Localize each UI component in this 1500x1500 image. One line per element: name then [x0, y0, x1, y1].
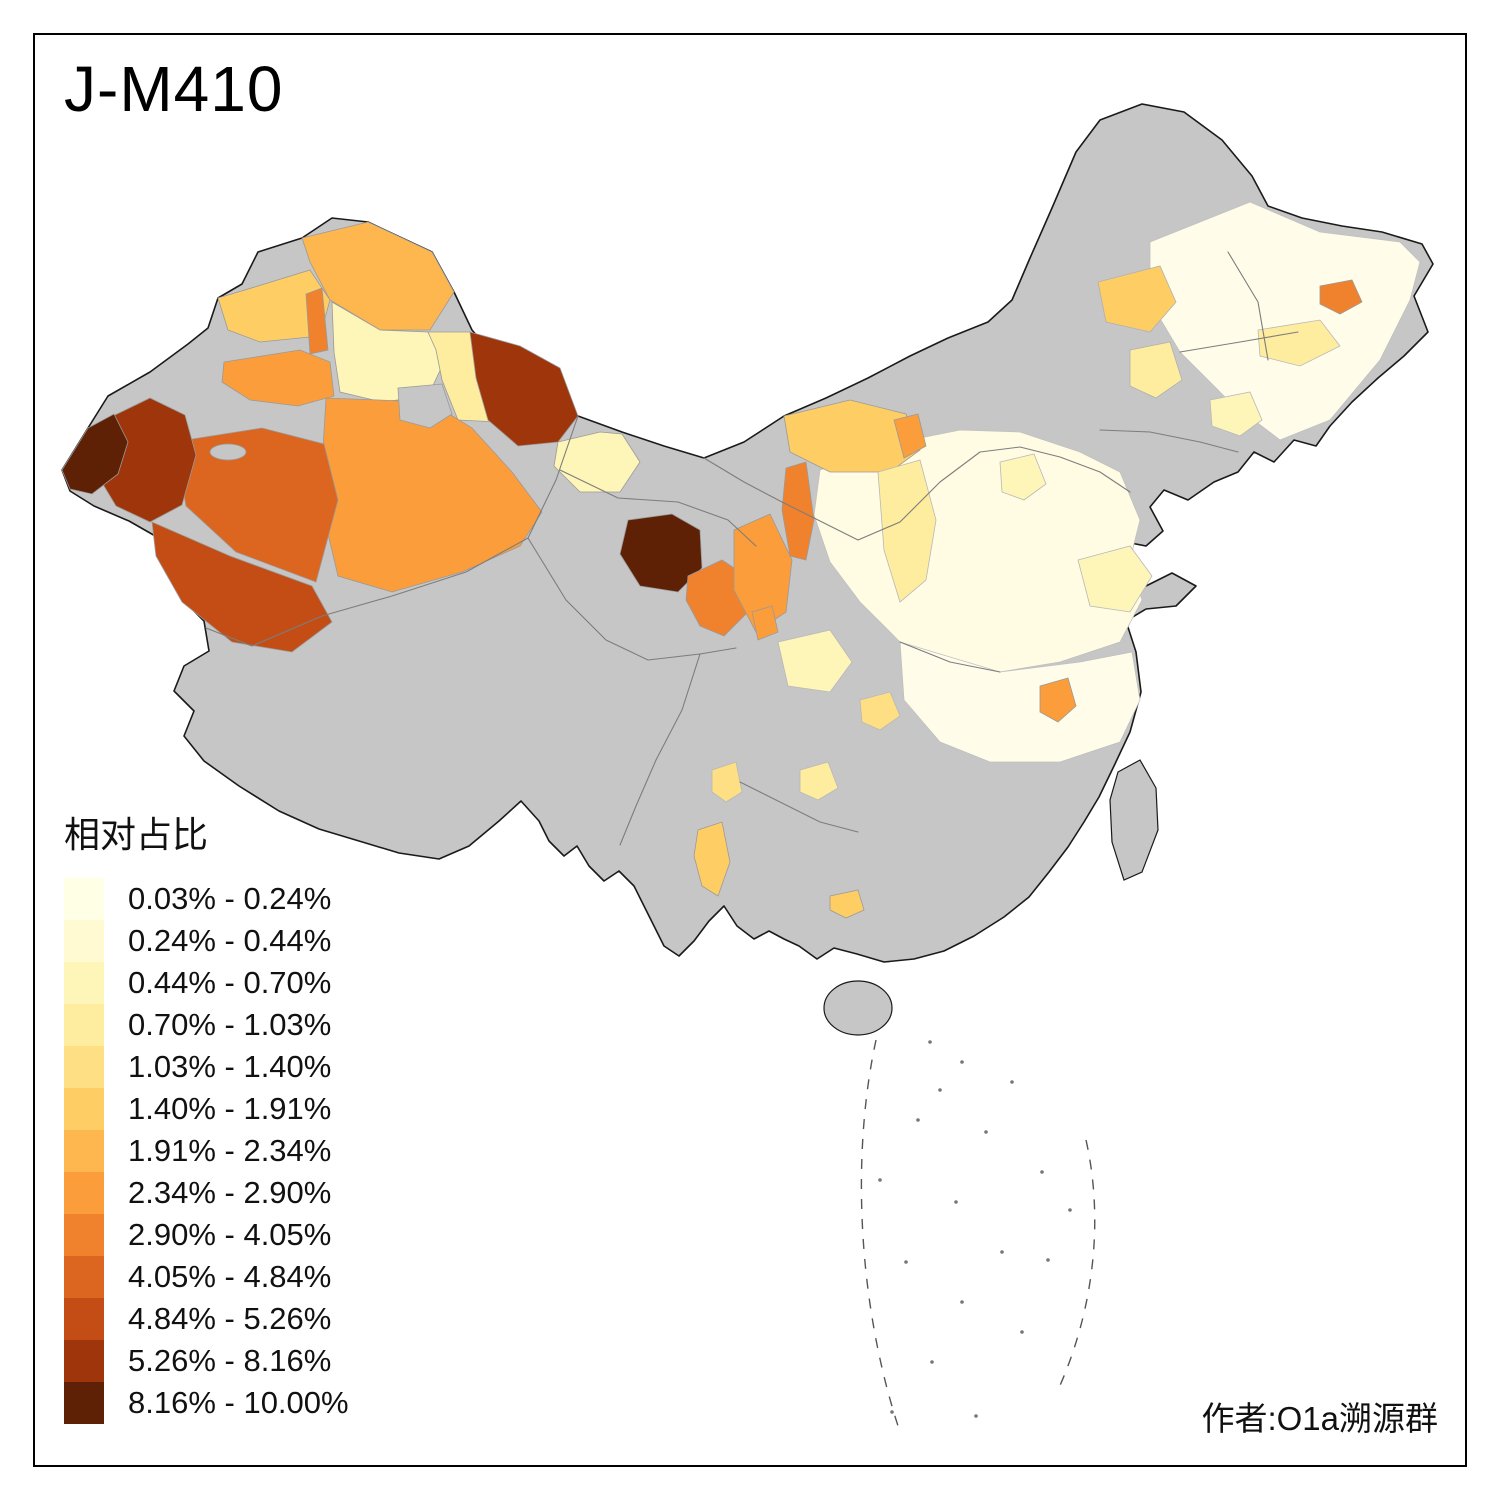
- legend-label: 0.03% - 0.24%: [128, 881, 332, 916]
- legend-item: 1.40% - 1.91%: [64, 1088, 349, 1130]
- region-chifeng-pale: [1129, 341, 1183, 399]
- region-wuhai-spot: [893, 413, 927, 459]
- legend-item: 0.03% - 0.24%: [64, 878, 349, 920]
- legend-swatch: [64, 1088, 104, 1130]
- legend-label: 1.40% - 1.91%: [128, 1091, 332, 1126]
- legend-item: 0.24% - 0.44%: [64, 920, 349, 962]
- region-chongqing-spot: [859, 691, 901, 731]
- legend-swatch: [64, 1340, 104, 1382]
- boundary-qinghai-gansu: [559, 469, 757, 547]
- legend-label: 0.44% - 0.70%: [128, 965, 332, 1000]
- legend-swatch: [64, 878, 104, 920]
- region-guizhou-spot: [799, 761, 839, 801]
- south-china-sea-islands: [878, 1040, 1072, 1418]
- legend-swatch: [64, 920, 104, 962]
- south-china-sea-dashed-line: [860, 1039, 1096, 1433]
- region-anhui-orange: [1039, 677, 1077, 723]
- legend-swatch: [64, 1130, 104, 1172]
- region-sichuan-pale: [777, 629, 853, 693]
- region-bayingol: [319, 397, 543, 593]
- dashed-line-east: [1057, 1139, 1096, 1391]
- dashed-line-west: [860, 1039, 901, 1433]
- legend-item: 4.05% - 4.84%: [64, 1256, 349, 1298]
- legend-item: 8.16% - 10.00%: [64, 1382, 349, 1424]
- region-inner-mongolia-east: [1097, 265, 1177, 333]
- legend-label: 4.05% - 4.84%: [128, 1259, 332, 1294]
- boundary-inner-mongolia-south: [703, 446, 1131, 541]
- legend-swatch: [64, 1382, 104, 1424]
- legend-item: 5.26% - 8.16%: [64, 1340, 349, 1382]
- legend-item: 1.03% - 1.40%: [64, 1046, 349, 1088]
- region-gansu-mid: [733, 513, 793, 633]
- region-ili: [221, 349, 335, 407]
- legend-swatch: [64, 962, 104, 1004]
- legend-swatch: [64, 1256, 104, 1298]
- region-shandong-pale: [1077, 545, 1153, 613]
- boundary-tibet-qinghai: [527, 537, 737, 661]
- region-bayannur: [783, 399, 921, 473]
- region-yanbian-orange: [1319, 279, 1363, 315]
- region-central-wash: [899, 641, 1141, 763]
- region-liaoning-pale: [1209, 391, 1263, 437]
- legend-item: 2.90% - 4.05%: [64, 1214, 349, 1256]
- attribution: 作者:O1a溯源群: [1201, 1400, 1438, 1437]
- no-data-spot-aksu: [209, 443, 247, 461]
- region-pamir-tip: [61, 413, 129, 495]
- region-jilin-pale: [1257, 319, 1341, 367]
- legend-swatch: [64, 1004, 104, 1046]
- legend-item: 0.70% - 1.03%: [64, 1004, 349, 1046]
- legend-swatch: [64, 1046, 104, 1088]
- legend-item: 4.84% - 5.26%: [64, 1298, 349, 1340]
- region-yunnan-south: [693, 821, 731, 897]
- legend-item: 1.91% - 2.34%: [64, 1130, 349, 1172]
- taiwan-island: [1109, 759, 1159, 881]
- region-hebei-spot: [999, 453, 1047, 501]
- legend-label: 4.84% - 5.26%: [128, 1301, 332, 1336]
- legend-swatch: [64, 1172, 104, 1214]
- hainan-island: [823, 980, 893, 1036]
- legend-label: 5.26% - 8.16%: [128, 1343, 332, 1378]
- region-yunnan-north: [711, 761, 743, 803]
- boundary-northeast-2: [1179, 331, 1299, 353]
- legend: 相对占比 0.03% - 0.24% 0.24% - 0.44% 0.44% -…: [64, 806, 349, 1424]
- region-ningxia: [781, 461, 815, 561]
- legend-item: 2.34% - 2.90%: [64, 1172, 349, 1214]
- map-title: J-M410: [64, 53, 284, 125]
- legend-item: 0.44% - 0.70%: [64, 962, 349, 1004]
- legend-swatch: [64, 1298, 104, 1340]
- no-data-spot-turpan-south: [397, 383, 453, 429]
- region-sichuan-orange-spot: [751, 605, 779, 641]
- boundary-northeast-1: [1099, 429, 1239, 453]
- legend-swatch: [64, 1214, 104, 1256]
- boundary-central: [899, 641, 1001, 673]
- region-bortala: [305, 287, 329, 355]
- legend-label: 1.91% - 2.34%: [128, 1133, 332, 1168]
- boundary-tibet-sichuan: [619, 653, 701, 846]
- region-shanxi-pale: [877, 459, 937, 603]
- legend-label: 0.24% - 0.44%: [128, 923, 332, 958]
- legend-title: 相对占比: [64, 814, 209, 855]
- legend-label: 2.34% - 2.90%: [128, 1175, 332, 1210]
- region-qinghai-orange: [685, 559, 749, 637]
- region-altay: [301, 221, 455, 331]
- legend-label: 1.03% - 1.40%: [128, 1049, 332, 1084]
- boundary-xinjiang: [205, 415, 579, 647]
- region-hotan: [151, 521, 333, 653]
- province-boundaries: [205, 251, 1299, 846]
- region-guangxi-spot: [829, 889, 865, 919]
- legend-label: 2.90% - 4.05%: [128, 1217, 332, 1252]
- boundary-south: [739, 781, 859, 833]
- legend-label: 0.70% - 1.03%: [128, 1007, 332, 1042]
- legend-label: 8.16% - 10.00%: [128, 1385, 349, 1420]
- boundary-northeast-3: [1227, 251, 1269, 361]
